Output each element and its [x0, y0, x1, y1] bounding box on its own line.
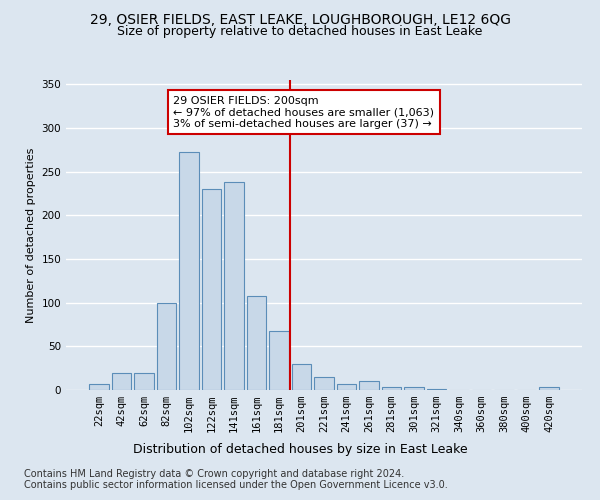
Bar [89, 384, 109, 390]
Bar [337, 384, 356, 390]
Bar [292, 364, 311, 390]
Text: Distribution of detached houses by size in East Leake: Distribution of detached houses by size … [133, 442, 467, 456]
Y-axis label: Number of detached properties: Number of detached properties [26, 148, 36, 322]
Bar [134, 374, 154, 390]
Bar [179, 152, 199, 390]
Bar [224, 182, 244, 390]
Bar [427, 389, 446, 390]
Bar [269, 332, 289, 390]
Text: Contains HM Land Registry data © Crown copyright and database right 2024.: Contains HM Land Registry data © Crown c… [24, 469, 404, 479]
Bar [314, 377, 334, 390]
Bar [539, 388, 559, 390]
Bar [112, 374, 131, 390]
Text: Size of property relative to detached houses in East Leake: Size of property relative to detached ho… [118, 25, 482, 38]
Bar [157, 302, 176, 390]
Bar [382, 386, 401, 390]
Text: 29 OSIER FIELDS: 200sqm
← 97% of detached houses are smaller (1,063)
3% of semi-: 29 OSIER FIELDS: 200sqm ← 97% of detache… [173, 96, 434, 129]
Bar [359, 382, 379, 390]
Text: 29, OSIER FIELDS, EAST LEAKE, LOUGHBOROUGH, LE12 6QG: 29, OSIER FIELDS, EAST LEAKE, LOUGHBOROU… [89, 12, 511, 26]
Bar [404, 388, 424, 390]
Bar [247, 296, 266, 390]
Bar [202, 189, 221, 390]
Text: Contains public sector information licensed under the Open Government Licence v3: Contains public sector information licen… [24, 480, 448, 490]
